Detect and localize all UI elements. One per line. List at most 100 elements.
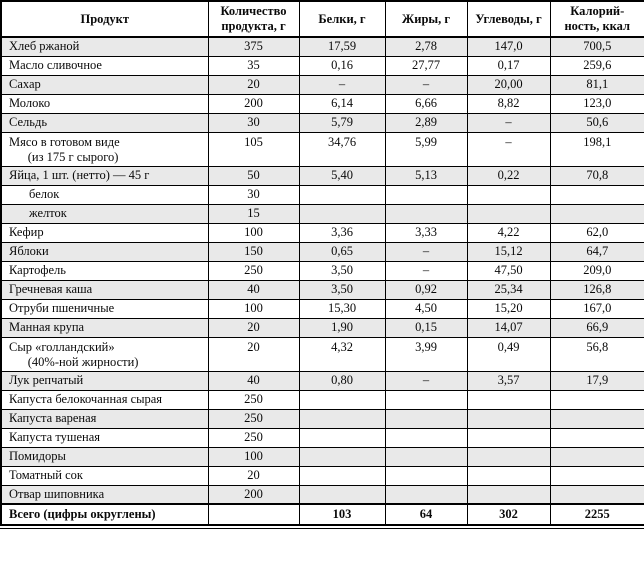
protein-cell bbox=[298, 446, 386, 467]
protein-cell: 3,36 bbox=[298, 222, 386, 243]
product-cell: Капуста тушеная bbox=[0, 427, 209, 448]
quantity-cell: 100 bbox=[207, 446, 300, 467]
fat-cell: 4,50 bbox=[384, 298, 468, 319]
quantity-cell: 100 bbox=[207, 222, 300, 243]
fat-cell: – bbox=[384, 241, 468, 262]
table-row: белок 30 bbox=[0, 184, 644, 205]
header-row: Продукт Количество продукта, г Белки, г … bbox=[0, 0, 644, 38]
carbs-cell bbox=[466, 408, 551, 429]
column-header-carbs: Углеводы, г bbox=[466, 0, 551, 38]
carbs-cell bbox=[466, 446, 551, 467]
carbs-cell: 3,57 bbox=[466, 370, 551, 391]
product-cell: Хлеб ржаной bbox=[0, 36, 209, 57]
column-header-protein: Белки, г bbox=[298, 0, 386, 38]
fat-cell: 3,33 bbox=[384, 222, 468, 243]
protein-cell: 0,65 bbox=[298, 241, 386, 262]
product-cell: Картофель bbox=[0, 260, 209, 281]
quantity-cell: 20 bbox=[207, 317, 300, 338]
calories-cell: 167,0 bbox=[549, 298, 644, 319]
protein-cell: 0,80 bbox=[298, 370, 386, 391]
fat-cell bbox=[384, 408, 468, 429]
quantity-cell: 30 bbox=[207, 184, 300, 205]
fat-cell bbox=[384, 203, 468, 224]
calories-cell bbox=[549, 484, 644, 505]
quantity-cell: 250 bbox=[207, 408, 300, 429]
protein-cell: 34,76 bbox=[298, 131, 386, 167]
quantity-cell: 20 bbox=[207, 74, 300, 95]
fat-cell: 5,13 bbox=[384, 165, 468, 186]
protein-cell bbox=[298, 184, 386, 205]
table-row: желток 15 bbox=[0, 203, 644, 224]
carbs-cell: 0,22 bbox=[466, 165, 551, 186]
protein-cell: 5,79 bbox=[298, 112, 386, 133]
carbs-cell bbox=[466, 427, 551, 448]
calories-cell: 66,9 bbox=[549, 317, 644, 338]
column-header-product: Продукт bbox=[0, 0, 209, 38]
scanned-table-page: Продукт Количество продукта, г Белки, г … bbox=[0, 0, 644, 529]
table-row: Сельдь 30 5,79 2,89–50,6 bbox=[0, 112, 644, 133]
calories-cell bbox=[549, 465, 644, 486]
carbs-cell: 0,17 bbox=[466, 55, 551, 76]
calories-cell: 62,0 bbox=[549, 222, 644, 243]
quantity-cell: 150 bbox=[207, 241, 300, 262]
product-cell: Томатный сок bbox=[0, 465, 209, 486]
fat-cell bbox=[384, 484, 468, 505]
product-cell: Отруби пшеничные bbox=[0, 298, 209, 319]
protein-cell bbox=[298, 389, 386, 410]
product-cell: Мясо в готовом виде (из 175 г сырого) bbox=[0, 131, 209, 167]
quantity-cell: 20 bbox=[207, 465, 300, 486]
quantity-cell: 20 bbox=[207, 336, 300, 372]
table-row: Отвар шиповника 200 bbox=[0, 484, 644, 505]
protein-cell: 3,50 bbox=[298, 260, 386, 281]
product-cell: Кефир bbox=[0, 222, 209, 243]
protein-cell bbox=[298, 408, 386, 429]
calories-cell bbox=[549, 446, 644, 467]
fat-cell: – bbox=[384, 370, 468, 391]
product-cell: Помидоры bbox=[0, 446, 209, 467]
product-cell: Отвар шиповника bbox=[0, 484, 209, 505]
fat-cell: 5,99 bbox=[384, 131, 468, 167]
calories-cell bbox=[549, 427, 644, 448]
table-row: Молоко 200 6,14 6,66 8,82 123,0 bbox=[0, 93, 644, 114]
quantity-cell: 375 bbox=[207, 36, 300, 57]
calories-cell: 209,0 bbox=[549, 260, 644, 281]
carbs-cell bbox=[466, 484, 551, 505]
bottom-double-rule bbox=[0, 528, 644, 529]
protein-cell bbox=[298, 203, 386, 224]
product-cell: Гречневая каша bbox=[0, 279, 209, 300]
carbs-cell: 147,0 bbox=[466, 36, 551, 57]
table-row: Хлеб ржаной 375 17,59 2,78 147,0 700,5 bbox=[0, 36, 644, 57]
protein-cell: – bbox=[298, 74, 386, 95]
carbs-cell: 302 bbox=[466, 503, 551, 526]
quantity-cell: 35 bbox=[207, 55, 300, 76]
product-cell: Яйца, 1 шт. (нетто) — 45 г bbox=[0, 165, 209, 186]
carbs-cell bbox=[466, 465, 551, 486]
protein-cell: 0,16 bbox=[298, 55, 386, 76]
carbs-cell bbox=[466, 203, 551, 224]
carbs-cell: – bbox=[466, 131, 551, 167]
calories-cell: 126,8 bbox=[549, 279, 644, 300]
calories-cell: 64,7 bbox=[549, 241, 644, 262]
table-row: Томатный сок 20 bbox=[0, 465, 644, 486]
calories-cell: 123,0 bbox=[549, 93, 644, 114]
calories-cell: 700,5 bbox=[549, 36, 644, 57]
protein-cell: 103 bbox=[298, 503, 386, 526]
table-row: Отруби пшеничные 100 15,30 4,50 15,20 167,0 bbox=[0, 298, 644, 319]
product-cell: Сыр «голландский» (40%-ной жирности) bbox=[0, 336, 209, 372]
quantity-cell: 250 bbox=[207, 260, 300, 281]
table-row: Капуста тушеная 250 bbox=[0, 427, 644, 448]
product-cell: Капуста белокочанная сырая bbox=[0, 389, 209, 410]
fat-cell: 27,77 bbox=[384, 55, 468, 76]
carbs-cell bbox=[466, 389, 551, 410]
fat-cell: 0,15 bbox=[384, 317, 468, 338]
carbs-cell: 20,00 bbox=[466, 74, 551, 95]
quantity-cell: 30 bbox=[207, 112, 300, 133]
product-cell: Молоко bbox=[0, 93, 209, 114]
calories-cell: 198,1 bbox=[549, 131, 644, 167]
carbs-cell: 25,34 bbox=[466, 279, 551, 300]
calories-cell: 70,8 bbox=[549, 165, 644, 186]
product-cell: желток bbox=[0, 203, 209, 224]
calories-cell: 2255 bbox=[549, 503, 644, 526]
fat-cell bbox=[384, 465, 468, 486]
quantity-cell: 200 bbox=[207, 484, 300, 505]
